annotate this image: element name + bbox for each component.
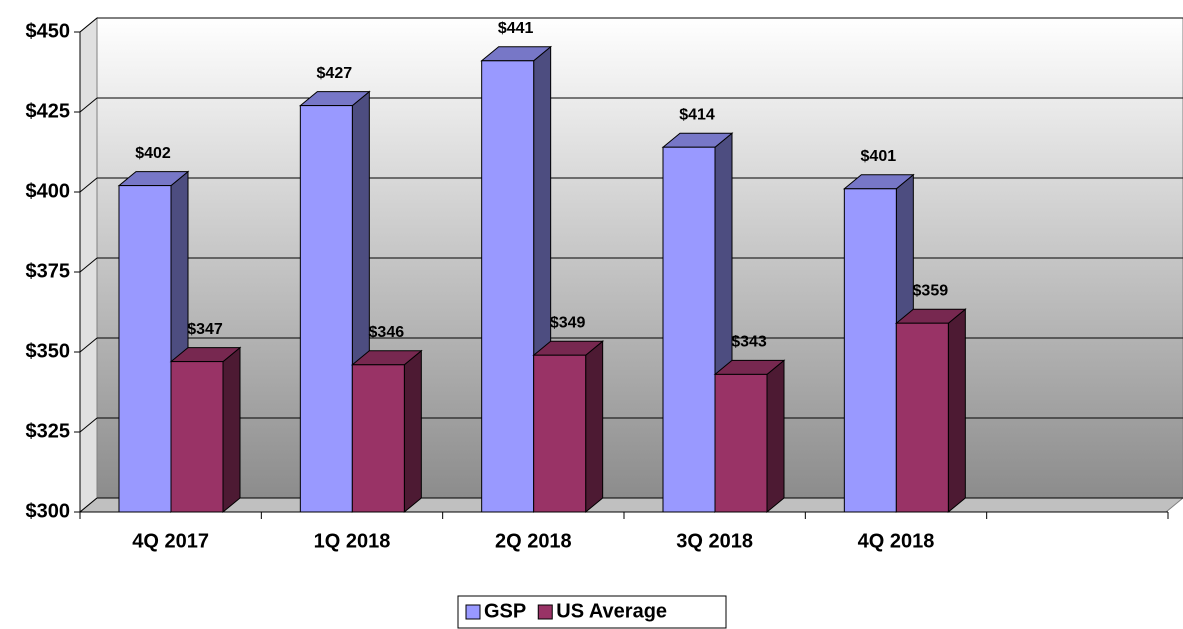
x-tick-label: 4Q 2018: [858, 530, 935, 552]
value-label: $414: [679, 106, 715, 123]
legend-swatch: [465, 604, 481, 620]
grid-line: [79, 337, 98, 353]
grid-line: [79, 177, 98, 193]
y-tick-label: $400: [26, 180, 71, 202]
x-tick-label: 2Q 2018: [495, 530, 572, 552]
legend-label: GSP: [484, 600, 526, 622]
value-label: $401: [861, 148, 897, 165]
y-tick-label: $350: [26, 340, 71, 362]
grid-line: [79, 257, 98, 273]
x-tick-label: 3Q 2018: [676, 530, 753, 552]
grid-line: [79, 417, 98, 433]
grid-line: [79, 17, 98, 33]
value-label: $343: [731, 334, 767, 351]
bar-front: [843, 188, 897, 513]
y-tick-label: $325: [26, 420, 71, 442]
y-tick-label: $375: [26, 260, 71, 282]
bar-side: [222, 346, 241, 514]
bar: [350, 349, 423, 514]
bar-front: [299, 105, 353, 513]
legend-label: US Average: [556, 600, 667, 622]
value-label: $427: [317, 65, 353, 82]
bar: [894, 308, 967, 514]
bar-front: [481, 60, 535, 513]
value-label: $359: [913, 282, 949, 299]
bar-front: [533, 354, 587, 513]
bar-side: [947, 308, 966, 514]
x-tick-label: 1Q 2018: [314, 530, 391, 552]
value-label: $349: [550, 314, 586, 331]
bar-front: [895, 322, 949, 513]
bar-side: [766, 359, 785, 514]
bar: [169, 346, 242, 514]
bar-front: [118, 185, 172, 513]
value-label: $441: [498, 20, 534, 37]
bar-front: [662, 146, 716, 513]
y-tick-label: $450: [26, 20, 71, 42]
bar-side: [403, 349, 422, 514]
value-label: $402: [135, 145, 171, 162]
value-label: $346: [369, 324, 405, 341]
legend: [457, 595, 727, 629]
bar: [713, 359, 786, 514]
bar-front: [351, 364, 405, 513]
bar-front: [170, 361, 224, 513]
bar: [298, 90, 371, 514]
bar: [532, 340, 605, 514]
floor: [78, 497, 1183, 513]
grid-line: [79, 497, 98, 513]
value-label: $347: [187, 321, 223, 338]
y-tick-label: $300: [26, 500, 71, 522]
x-tick-label: 4Q 2017: [132, 530, 209, 552]
grid-line: [79, 97, 98, 113]
bar-side: [585, 340, 604, 514]
legend-swatch: [537, 604, 553, 620]
y-tick-label: $425: [26, 100, 71, 122]
bar-front: [714, 373, 768, 513]
